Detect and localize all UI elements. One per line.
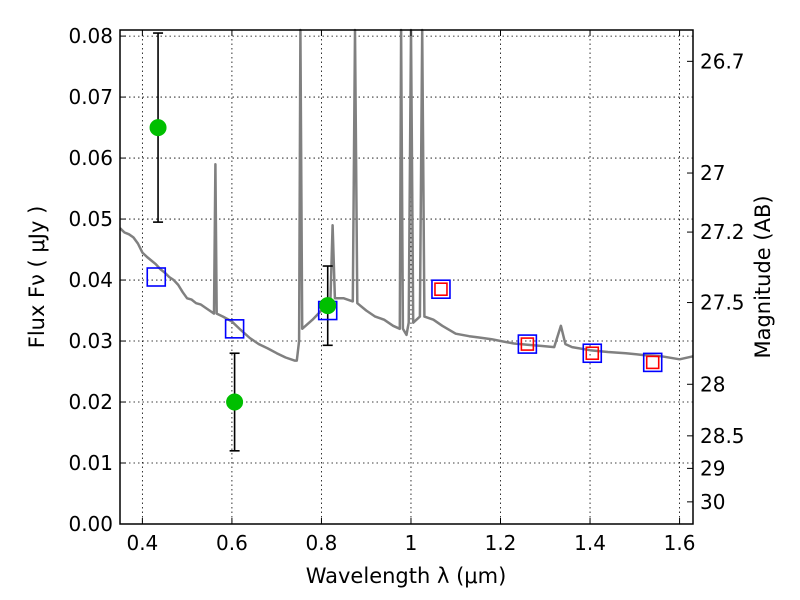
y-tick-label: 0.08 [68, 24, 113, 48]
plot-frame [119, 29, 694, 525]
y-tick-label: 0.07 [68, 85, 113, 109]
photometry-markers [146, 32, 663, 452]
x-tick-label: 0.4 [126, 531, 158, 555]
model-point-red [585, 346, 600, 361]
model-point-blue [582, 343, 603, 364]
model-point-red [520, 337, 535, 351]
model-point-blue [642, 352, 663, 373]
model-point-blue [431, 279, 451, 299]
model-point-blue [517, 334, 538, 354]
y2-tick-label: 27.5 [700, 291, 745, 315]
x-tick-label: 1 [405, 531, 418, 555]
y-tick-label: 0.03 [68, 329, 113, 353]
y2-tick-label: 26.7 [700, 49, 745, 73]
y-tick-label: 0.06 [68, 146, 113, 170]
y2-tick-label: 28 [700, 372, 725, 396]
model-point-red [434, 282, 448, 296]
observed-point [226, 393, 244, 411]
observed-point [149, 119, 167, 137]
y2-tick-label: 27.2 [700, 220, 745, 244]
sed-model-series [119, 28, 694, 362]
x-tick-label: 1.6 [664, 531, 696, 555]
y-tick-label: 0.00 [68, 512, 113, 536]
y-tick-label: 0.05 [68, 207, 113, 231]
y2-axis-label: Magnitude (AB) [751, 195, 775, 358]
y-tick-label: 0.04 [68, 268, 113, 292]
y-axis-label: Flux Fν ( μJy ) [25, 206, 49, 349]
y-tick-label: 0.01 [68, 451, 113, 475]
y2-tick-label: 29 [700, 456, 725, 480]
x-tick-label: 1.2 [485, 531, 517, 555]
x-tick-label: 0.6 [216, 531, 248, 555]
y-tick-label: 0.02 [68, 390, 113, 414]
sed-model-line [119, 28, 694, 362]
model-point-blue [224, 319, 245, 339]
y2-tick-label: 28.5 [700, 424, 745, 448]
x-tick-label: 1.4 [574, 531, 606, 555]
observed-point [319, 297, 337, 315]
x-axis-label: Wavelength λ (μm) [306, 564, 507, 588]
plot-background [120, 30, 693, 524]
model-point-red [645, 355, 660, 370]
y2-tick-label: 30 [700, 490, 725, 514]
ticks: 0.4 0.6 0.8 1 1.2 1.4 1.6 0.00 0.01 0.02 0.03 0.04 0… [68, 24, 744, 555]
y2-tick-label: 27 [700, 161, 725, 185]
x-tick-label: 0.8 [306, 531, 338, 555]
model-point-blue [146, 267, 167, 287]
